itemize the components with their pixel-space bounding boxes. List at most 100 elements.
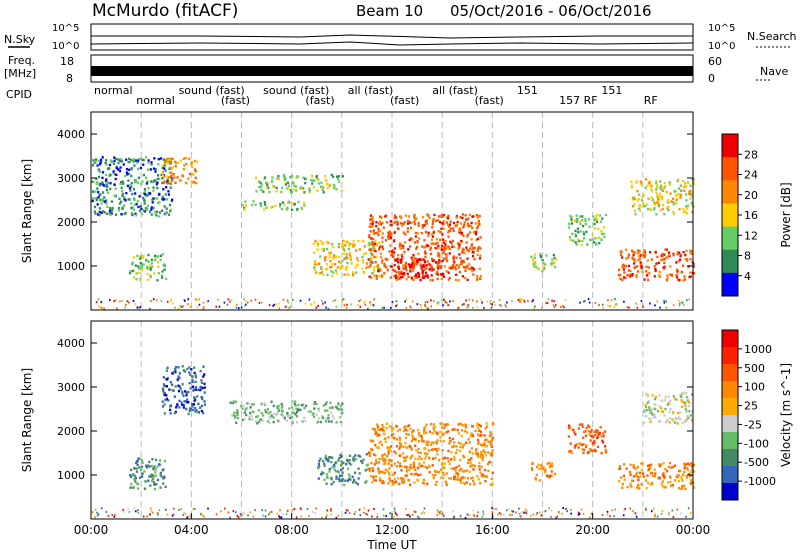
echo-cell (397, 264, 400, 268)
echo-cell (393, 247, 397, 250)
noise-cell (634, 512, 637, 515)
noise-cell (359, 299, 362, 302)
echo-cell (643, 421, 646, 424)
echo-cell (678, 251, 681, 254)
echo-cell (466, 222, 470, 226)
echo-cell (444, 240, 447, 243)
echo-cell (656, 201, 659, 204)
echo-cell (335, 188, 338, 191)
echo-cell (113, 156, 116, 159)
echo-cell (369, 218, 372, 221)
colorbar-segment (722, 398, 738, 416)
echo-cell (292, 188, 296, 191)
echo-cell (288, 407, 291, 410)
echo-cell (591, 238, 594, 241)
echo-cell (456, 472, 460, 476)
echo-cell (666, 276, 669, 280)
echo-cell (487, 469, 490, 473)
echo-cell (346, 261, 349, 265)
noise-cell (519, 298, 521, 301)
echo-cell (658, 394, 661, 397)
echo-cell (163, 180, 166, 183)
echo-cell (538, 467, 541, 471)
echo-cell (542, 262, 545, 265)
echo-cell (130, 174, 133, 178)
echo-cell (321, 188, 325, 192)
echo-cell (323, 175, 327, 178)
echo-cell (483, 442, 486, 445)
echo-cell (401, 244, 405, 248)
echo-cell (553, 261, 556, 264)
echo-cell (133, 203, 136, 206)
echo-cell (679, 196, 682, 199)
echo-cell (381, 247, 385, 251)
echo-cell (667, 395, 670, 399)
echo-cell (254, 176, 258, 179)
echo-cell (629, 273, 632, 276)
echo-cell (380, 216, 383, 219)
echo-cell (297, 200, 300, 204)
echo-cell (459, 458, 462, 462)
echo-cell (417, 431, 421, 435)
echo-cell (344, 268, 348, 271)
echo-cell (470, 457, 473, 460)
echo-cell (141, 180, 144, 183)
noise-cell (645, 507, 647, 510)
echo-cell (302, 187, 305, 190)
echo-cell (334, 461, 338, 464)
echo-cell (550, 474, 553, 477)
echo-cell (492, 422, 495, 426)
echo-cell (541, 467, 545, 471)
noise-cell (373, 298, 376, 301)
noise-cell (247, 514, 249, 517)
echo-cell (189, 373, 192, 377)
echo-cell (416, 241, 419, 244)
echo-cell (684, 257, 687, 261)
echo-cell (341, 402, 344, 405)
echo-cell (187, 390, 190, 394)
noise-cell (582, 512, 585, 515)
echo-cell (677, 278, 680, 281)
echo-cell (458, 253, 461, 256)
echo-cell (316, 420, 319, 424)
echo-cell (139, 257, 142, 260)
echo-cell (144, 480, 147, 483)
echo-cell (131, 261, 134, 264)
echo-cell (155, 214, 158, 217)
echo-cell (406, 230, 409, 233)
echo-cell (390, 250, 394, 253)
noise-cell (635, 515, 638, 518)
echo-cell (647, 464, 650, 467)
noise-cell (668, 512, 670, 515)
echo-cell (381, 236, 384, 239)
echo-cell (654, 472, 657, 475)
echo-cell (394, 274, 398, 277)
echo-cell (109, 213, 112, 216)
echo-cell (303, 204, 306, 207)
echo-cell (381, 429, 384, 432)
echo-cell (689, 482, 692, 485)
echo-cell (477, 478, 480, 481)
echo-cell (661, 258, 664, 261)
echo-cell (172, 371, 176, 374)
echo-cell (271, 179, 274, 183)
echo-cell (445, 472, 448, 475)
noise-cell (341, 300, 343, 303)
noise-cell (602, 303, 604, 306)
echo-cell (595, 243, 598, 246)
echo-cell (402, 480, 406, 483)
noise-cell (134, 303, 137, 306)
noise-cell (372, 304, 375, 307)
echo-cell (452, 221, 456, 225)
noise-cell (449, 300, 451, 303)
echo-cell (377, 467, 380, 470)
echo-cell (637, 251, 640, 255)
echo-cell (550, 262, 553, 265)
echo-cell (197, 410, 200, 414)
echo-cell (467, 249, 471, 253)
echo-cell (458, 229, 461, 232)
echo-cell (452, 467, 455, 470)
echo-cell (438, 255, 441, 259)
echo-cell (267, 412, 270, 415)
